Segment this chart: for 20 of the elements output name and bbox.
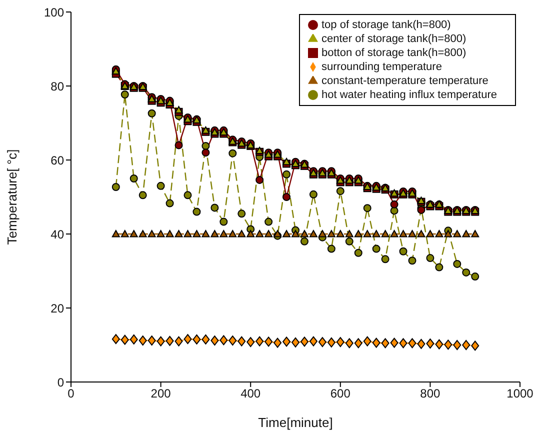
legend-label: constant-temperature temperature <box>322 75 488 87</box>
legend-label: center of storage tank(h=800) <box>322 33 466 45</box>
y-tick-label: 20 <box>50 301 64 316</box>
y-tick-label: 0 <box>57 375 64 390</box>
legend-label: botton of storage tank(h=800) <box>322 47 466 59</box>
x-tick-label: 600 <box>330 386 351 401</box>
x-tick-label: 0 <box>68 386 75 401</box>
y-axis-title: Temperature[ °c] <box>4 149 20 245</box>
y-tick-label: 100 <box>44 5 64 20</box>
x-tick-label: 400 <box>240 386 261 401</box>
legend-label: hot water heating influx temperature <box>322 89 497 101</box>
legend-label: surrounding temperature <box>322 61 442 73</box>
x-tick-label: 200 <box>150 386 172 401</box>
legend-label: top of storage tank(h=800) <box>322 19 451 31</box>
y-tick-label: 80 <box>50 79 64 94</box>
x-tick-label: 800 <box>420 386 441 401</box>
x-tick-label: 1000 <box>506 386 534 401</box>
y-tick-label: 60 <box>50 153 64 168</box>
x-axis-title: Time[minute] <box>258 415 333 430</box>
y-tick-label: 40 <box>50 227 64 242</box>
